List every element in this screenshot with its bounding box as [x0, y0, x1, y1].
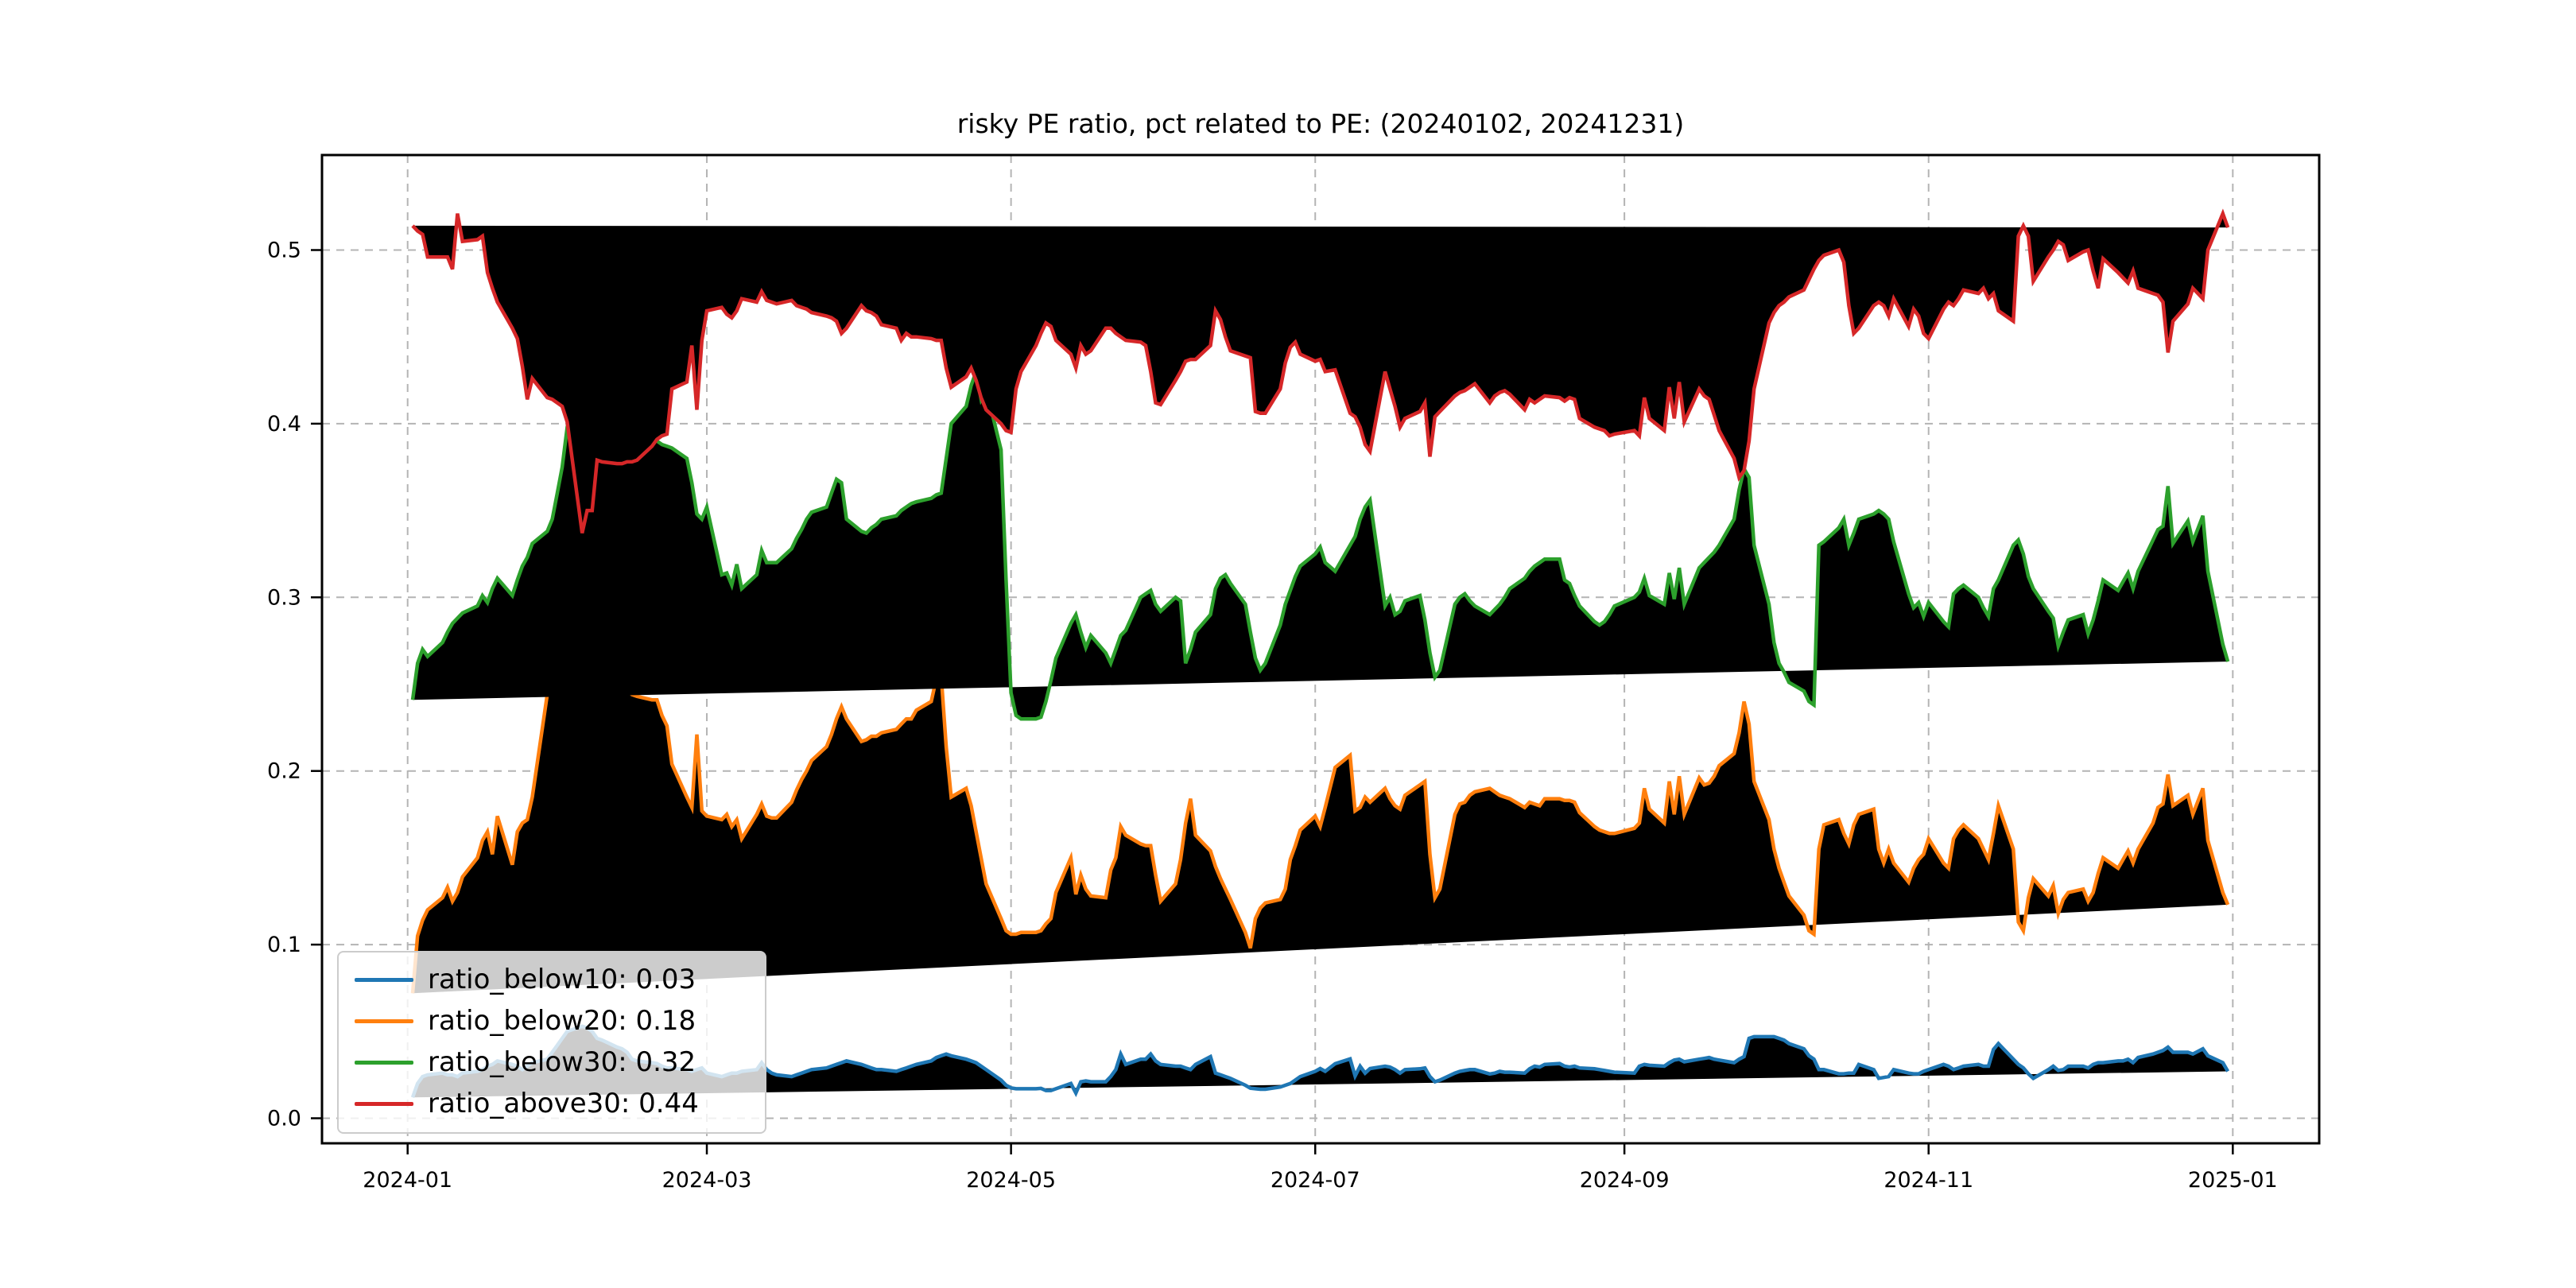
y-tick-label: 0.2 [267, 759, 301, 784]
y-tick-label: 0.1 [267, 933, 301, 957]
y-tick-label: 0.4 [267, 412, 301, 436]
legend-swatch-green-line-icon [355, 1060, 413, 1065]
tick-labels: 2024-01 2024-03 2024-05 2024-07 2024-09 2024-… [267, 239, 2278, 1193]
series-ratio_above30 [411, 208, 2230, 533]
legend-swatch-blue-line-icon [355, 977, 413, 982]
legend-label: ratio_above30: 0.44 [428, 1088, 699, 1119]
legend-item-ratio-below10: ratio_below10: 0.03 [339, 959, 765, 1000]
series-ratio_below30 [410, 348, 2230, 721]
tick-marks [311, 249, 2234, 1154]
y-tick-label: 0.0 [267, 1107, 301, 1131]
legend-item-ratio-below20: ratio_below20: 0.18 [339, 1000, 765, 1042]
x-tick-label: 2024-09 [1580, 1168, 1670, 1193]
legend-label: ratio_below30: 0.32 [428, 1046, 696, 1078]
y-tick-label: 0.5 [267, 239, 301, 263]
legend: ratio_below10: 0.03 ratio_below20: 0.18 … [337, 951, 766, 1134]
x-tick-label: 2024-07 [1271, 1168, 1360, 1193]
legend-label: ratio_below10: 0.03 [428, 964, 696, 995]
legend-label: ratio_below20: 0.18 [428, 1005, 696, 1037]
series-ratio_below20 [410, 583, 2230, 994]
x-tick-label: 2024-01 [363, 1168, 452, 1193]
legend-swatch-orange-line-icon [355, 1018, 413, 1023]
chart-title: risky PE ratio, pct related to PE: (2024… [956, 108, 1685, 139]
x-tick-label: 2024-03 [662, 1168, 752, 1193]
legend-item-ratio-above30: ratio_above30: 0.44 [339, 1083, 765, 1124]
y-tick-label: 0.3 [267, 585, 301, 610]
x-tick-label: 2025-01 [2188, 1168, 2278, 1193]
x-tick-label: 2024-05 [966, 1168, 1056, 1193]
x-tick-label: 2024-11 [1884, 1168, 1973, 1193]
legend-item-ratio-below30: ratio_below30: 0.32 [339, 1042, 765, 1083]
legend-swatch-red-line-icon [355, 1101, 413, 1106]
plot-border [320, 153, 2321, 1145]
